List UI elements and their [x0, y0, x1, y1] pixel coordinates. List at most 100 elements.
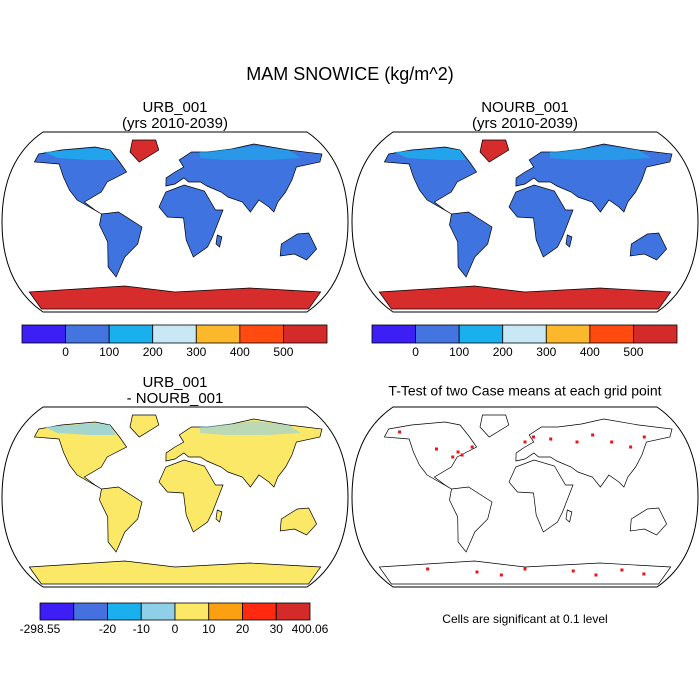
colorbar-label: 0: [412, 345, 419, 359]
snow-region: [394, 148, 466, 160]
colorbar-box: [208, 602, 243, 621]
colorbar-box: [458, 324, 504, 344]
colorbar-box: [108, 324, 154, 344]
greenland: [479, 139, 510, 163]
snow-region: [44, 148, 116, 160]
continent: [449, 486, 493, 553]
antarctica: [378, 285, 672, 310]
greenland: [479, 414, 510, 438]
continent: [629, 232, 668, 261]
continent: [449, 211, 493, 278]
colorbar-box: [174, 602, 210, 621]
significant-cell: [499, 573, 503, 577]
colorbar-label: -298.55: [20, 622, 61, 636]
colorbar-box: [73, 602, 108, 621]
colorbar-label: 30: [270, 622, 284, 636]
significant-cell: [523, 440, 527, 444]
significant-cell: [549, 437, 553, 441]
significant-cell: [451, 455, 455, 459]
significant-cell: [629, 445, 633, 449]
greenland: [129, 139, 160, 163]
continent: [508, 459, 574, 533]
significant-cell: [456, 450, 460, 454]
continent: [515, 143, 673, 213]
colorbar-box: [195, 324, 241, 344]
continent: [279, 507, 318, 536]
colorbar-label: 300: [536, 345, 556, 359]
continent: [158, 184, 224, 258]
colorbar-label: 0: [172, 622, 179, 636]
continent: [383, 146, 478, 215]
continent: [279, 232, 318, 261]
colorbar-label: 200: [493, 345, 513, 359]
colorbar-box: [633, 324, 678, 344]
significant-cell: [426, 567, 430, 571]
colorbar-box: [415, 324, 460, 344]
colorbar-label: 10: [202, 622, 216, 636]
panel-title: URB_001: [142, 374, 207, 391]
significant-cell: [434, 447, 438, 451]
map: [1, 131, 349, 313]
continent: [565, 509, 573, 523]
panel-title: - NOURB_001: [127, 390, 224, 407]
continent: [33, 421, 128, 490]
continent: [508, 184, 574, 258]
significant-cell: [591, 433, 595, 437]
colorbar-box: [371, 324, 416, 344]
continent: [99, 211, 143, 278]
note: Cells are significant at 0.1 level: [442, 612, 607, 626]
significant-cell: [610, 440, 614, 444]
panel-title: NOURB_001: [481, 99, 569, 116]
significant-cell: [620, 568, 624, 572]
colorbar-label: 400: [230, 345, 250, 359]
significant-cell: [642, 435, 646, 439]
colorbar-label: 500: [623, 345, 643, 359]
snow-region: [44, 423, 116, 435]
snow-region: [549, 146, 651, 160]
continent: [165, 143, 323, 213]
map: [351, 131, 699, 313]
colorbar-label: 400.06: [292, 622, 329, 636]
colorbar-box: [242, 602, 277, 621]
snow-region: [199, 421, 301, 435]
continent: [215, 234, 223, 248]
colorbar-label: -20: [99, 622, 117, 636]
colorbar-box: [21, 324, 66, 344]
colorbar-box: [502, 324, 547, 344]
colorbar-box: [589, 324, 634, 344]
colorbar-box: [239, 324, 284, 344]
colorbar-box: [140, 602, 176, 621]
significant-cell: [523, 567, 527, 571]
antarctica: [378, 560, 672, 585]
panel-title: T-Test of two Case means at each grid po…: [388, 383, 661, 399]
antarctica: [28, 560, 322, 585]
snow-region: [199, 146, 301, 160]
colorbar-box: [65, 324, 110, 344]
greenland: [129, 414, 160, 438]
colorbar-label: 200: [143, 345, 163, 359]
colorbar-box: [275, 602, 311, 621]
panel-title: (yrs 2010-2039): [122, 115, 228, 132]
panel-title: URB_001: [142, 99, 207, 116]
significant-cell: [594, 573, 598, 577]
continent: [565, 234, 573, 248]
colorbar-box: [107, 602, 142, 621]
colorbar-label: 20: [236, 622, 250, 636]
significant-cell: [470, 445, 474, 449]
colorbar-label: 100: [99, 345, 119, 359]
continent: [99, 486, 143, 553]
significant-cell: [398, 430, 402, 434]
map: [351, 406, 699, 588]
significant-cell: [532, 435, 536, 439]
main-title: MAM SNOWICE (kg/m^2): [246, 64, 453, 84]
significant-cell: [571, 569, 575, 573]
significant-cell: [575, 440, 579, 444]
significant-cell: [460, 453, 464, 457]
colorbar-box: [39, 602, 75, 621]
colorbar-box: [545, 324, 591, 344]
continent: [383, 421, 478, 490]
panel-title: (yrs 2010-2039): [472, 115, 578, 132]
colorbar-label: -10: [133, 622, 151, 636]
colorbar-label: 500: [273, 345, 293, 359]
